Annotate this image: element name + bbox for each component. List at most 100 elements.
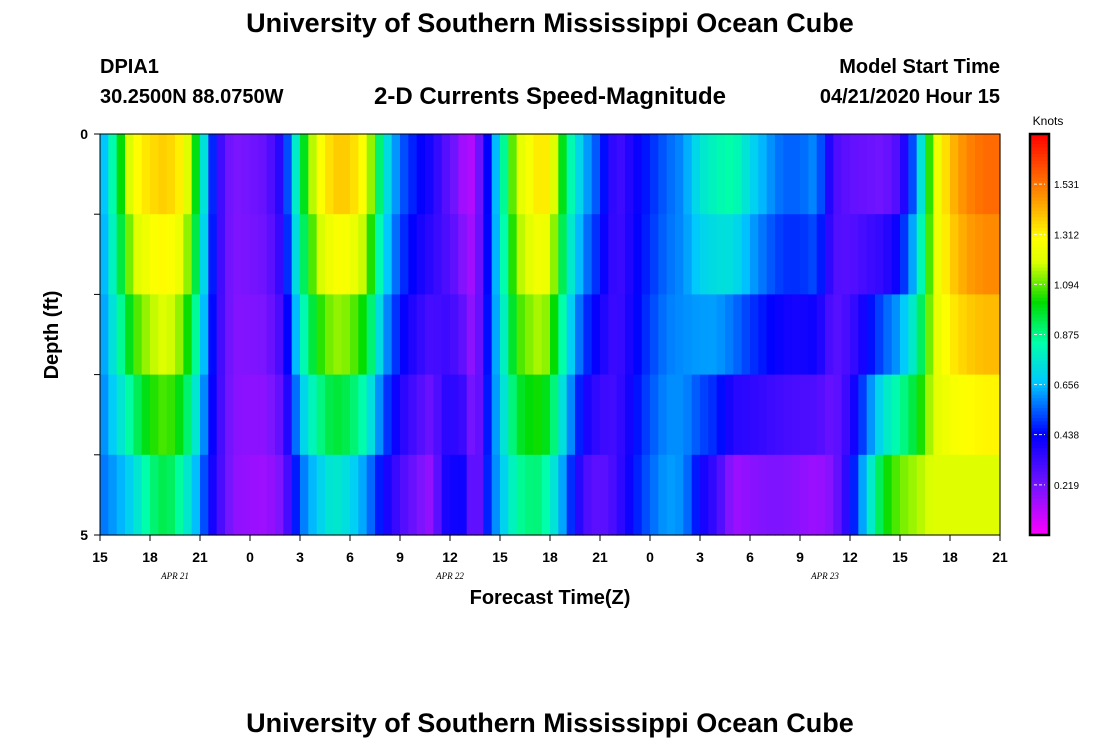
- heatmap-cell: [450, 214, 459, 295]
- colorbar-tick-label: 0.219: [1054, 481, 1079, 492]
- colorbar-segment: [1030, 394, 1049, 399]
- colorbar-segment: [1030, 297, 1049, 302]
- colorbar-segment: [1030, 357, 1049, 362]
- heatmap-cell: [575, 294, 584, 376]
- heatmap-cell: [383, 294, 393, 376]
- heatmap-cell: [150, 294, 159, 376]
- colorbar-segment: [1030, 167, 1049, 172]
- heatmap-cell: [750, 374, 759, 456]
- heatmap-cell: [800, 134, 809, 215]
- heatmap-cell: [316, 294, 326, 376]
- x-tick-label: 21: [592, 549, 608, 565]
- heatmap-cell: [775, 454, 784, 536]
- heatmap-cell: [375, 454, 384, 536]
- heatmap-cell: [408, 214, 418, 295]
- colorbar-segment: [1030, 174, 1049, 179]
- heatmap-cell: [691, 214, 701, 295]
- heatmap-cell: [225, 374, 234, 456]
- heatmap-cell: [241, 134, 251, 215]
- colorbar-segment: [1030, 187, 1049, 192]
- heatmap-cell: [991, 214, 1001, 295]
- x-tick-label: 3: [296, 549, 304, 565]
- colorbar-segment: [1030, 441, 1049, 446]
- heatmap-cell: [100, 134, 109, 215]
- heatmap-cell: [191, 454, 201, 536]
- colorbar-segment: [1030, 461, 1049, 466]
- heatmap-cell: [716, 134, 726, 215]
- heatmap-cell: [983, 134, 993, 215]
- heatmap-cell: [283, 454, 293, 536]
- heatmap-cell: [825, 454, 834, 536]
- colorbar-segment: [1030, 448, 1049, 453]
- heatmap-cell: [375, 134, 384, 215]
- heatmap-cell: [233, 454, 243, 536]
- heatmap-cell: [208, 294, 218, 376]
- heatmap-cell: [708, 214, 718, 295]
- heatmap-cell: [958, 374, 968, 456]
- heatmap-cell: [608, 214, 618, 295]
- heatmap-cell: [841, 454, 851, 536]
- heatmap-cell: [350, 134, 359, 215]
- heatmap-cell: [158, 214, 168, 295]
- heatmap-cell: [225, 214, 234, 295]
- heatmap-cell: [366, 134, 376, 215]
- heatmap-cell: [175, 134, 184, 215]
- heatmap-cell: [950, 134, 959, 215]
- heatmap-cell: [925, 214, 934, 295]
- colorbar-segment: [1030, 214, 1049, 219]
- heatmap-cell: [883, 454, 893, 536]
- heatmap-cell: [350, 374, 359, 456]
- heatmap-cell: [491, 134, 501, 215]
- heatmap-cell: [583, 134, 593, 215]
- x-tick-label: 21: [992, 549, 1008, 565]
- heatmap-cell: [975, 134, 984, 215]
- heatmap-cell: [333, 374, 343, 456]
- colorbar-segment: [1030, 147, 1049, 152]
- heatmap-cell: [550, 454, 559, 536]
- heatmap-cell: [308, 134, 318, 215]
- heatmap-cell: [141, 374, 151, 456]
- heatmap-cell: [583, 214, 593, 295]
- heatmap-cell: [658, 134, 668, 215]
- heatmap-cell: [250, 214, 259, 295]
- date-label: APR 23: [810, 571, 839, 581]
- colorbar-segment: [1030, 287, 1049, 292]
- station-coordinates: 30.2500N 88.0750W: [100, 86, 284, 108]
- heatmap-cell: [466, 214, 476, 295]
- heatmap-cell: [725, 454, 734, 536]
- heatmap-cell: [841, 294, 851, 376]
- heatmap-cell: [658, 214, 668, 295]
- heatmap-cell: [200, 134, 209, 215]
- heatmap-cell: [425, 134, 434, 215]
- heatmap-cell: [641, 454, 651, 536]
- heatmap-cell: [225, 294, 234, 376]
- colorbar-segment: [1030, 224, 1049, 229]
- heatmap-cell: [658, 294, 668, 376]
- heatmap-cell: [891, 214, 901, 295]
- heatmap-cell: [250, 454, 259, 536]
- colorbar-segment: [1030, 140, 1049, 145]
- heatmap-cell: [266, 214, 276, 295]
- heatmap-cell: [608, 374, 618, 456]
- colorbar-segment: [1030, 257, 1049, 262]
- heatmap-cell: [916, 454, 926, 536]
- heatmap-cell: [766, 214, 776, 295]
- heatmap-cell: [975, 214, 984, 295]
- heatmap-cell: [866, 374, 876, 456]
- heatmap-cell: [833, 374, 843, 456]
- heatmap-cell: [650, 214, 659, 295]
- heatmap-cell: [191, 294, 201, 376]
- colorbar-segment: [1030, 284, 1049, 289]
- colorbar-segment: [1030, 434, 1049, 439]
- heatmap-cell: [141, 134, 151, 215]
- heatmap-cell: [441, 294, 451, 376]
- heatmap-cell: [950, 294, 959, 376]
- heatmap-cell: [583, 374, 593, 456]
- colorbar-segment: [1030, 421, 1049, 426]
- heatmap-cell: [666, 294, 676, 376]
- colorbar-segment: [1030, 464, 1049, 469]
- heatmap-cell: [566, 374, 576, 456]
- colorbar-segment: [1030, 387, 1049, 392]
- heatmap-cell: [783, 374, 793, 456]
- heatmap-cell: [858, 374, 868, 456]
